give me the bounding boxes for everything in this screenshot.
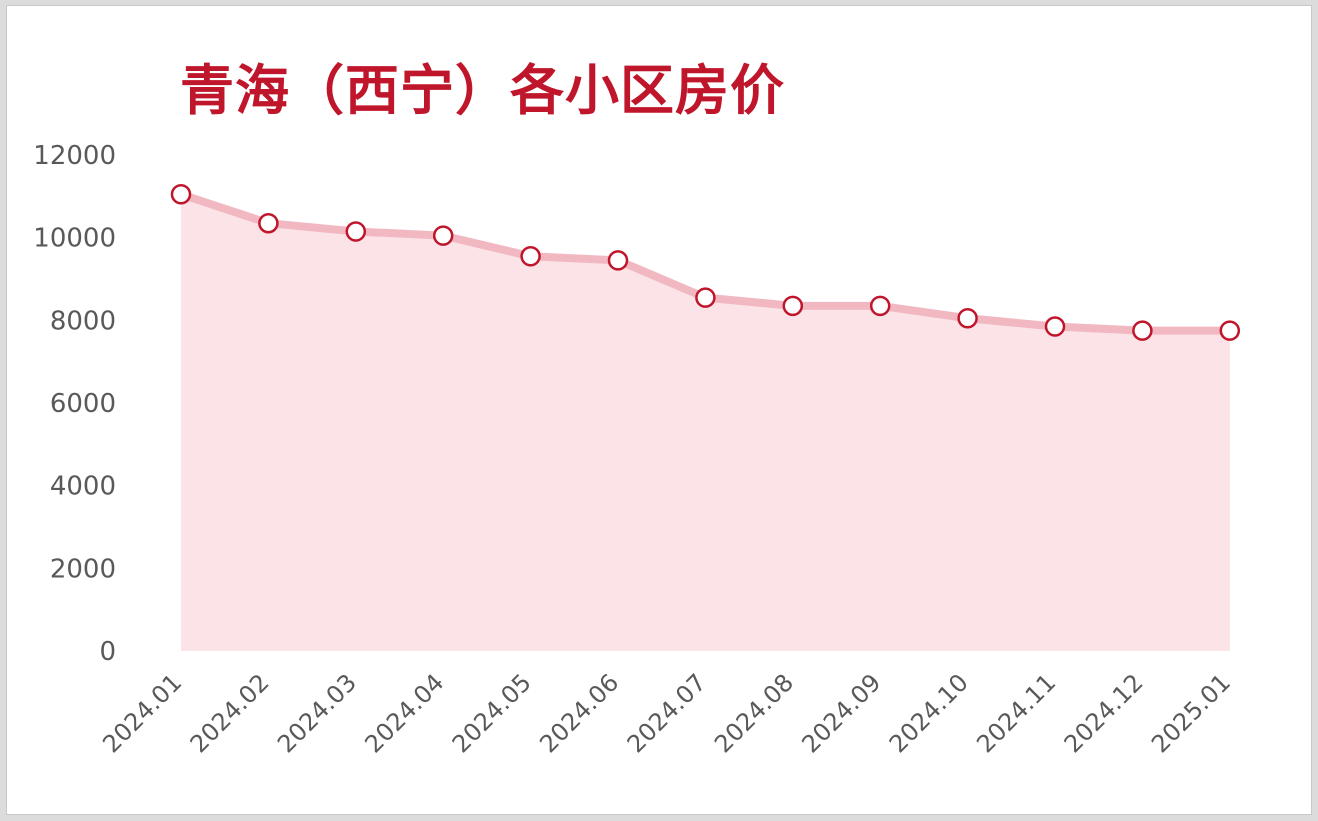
data-point-marker: [607, 250, 629, 271]
y-tick-label: 6000: [50, 389, 116, 419]
data-point-marker: [1044, 316, 1066, 337]
y-tick-label: 0: [99, 637, 116, 667]
x-tick-label: 2024.10: [884, 668, 974, 758]
x-tick-label: 2024.03: [272, 668, 362, 758]
y-tick-label: 4000: [50, 472, 116, 502]
data-point-marker: [432, 225, 454, 246]
y-tick-label: 10000: [33, 224, 116, 254]
x-tick-label: 2025.01: [1146, 668, 1236, 758]
x-tick-label: 2024.09: [796, 668, 886, 758]
y-tick-label: 8000: [50, 306, 116, 336]
y-tick-label: 12000: [33, 141, 116, 171]
x-tick-label: 2024.05: [447, 668, 537, 758]
data-point-marker: [695, 287, 716, 308]
x-tick-label: 2024.12: [1059, 668, 1149, 758]
data-point-marker: [520, 246, 541, 267]
data-point-marker: [170, 184, 192, 205]
x-tick-label: 2024.08: [709, 668, 799, 758]
x-tick-label: 2024.02: [185, 668, 275, 758]
data-point-marker: [1132, 320, 1153, 341]
x-tick-label: 2024.06: [534, 668, 624, 758]
chart-title: 青海（西宁）各小区房价: [180, 58, 785, 122]
x-tick-label: 2024.11: [971, 668, 1061, 758]
y-tick-label: 2000: [50, 554, 116, 584]
data-point-marker: [957, 308, 978, 329]
data-point-marker: [258, 212, 279, 234]
data-point-marker: [869, 295, 891, 317]
x-tick-label: 2024.07: [622, 668, 712, 758]
data-point-marker: [782, 295, 804, 317]
x-tick-label: 2024.04: [359, 668, 449, 758]
x-tick-label: 2024.01: [97, 668, 187, 758]
data-point-marker: [1219, 320, 1241, 341]
area-fill: [181, 194, 1230, 651]
data-point-marker: [345, 221, 367, 242]
